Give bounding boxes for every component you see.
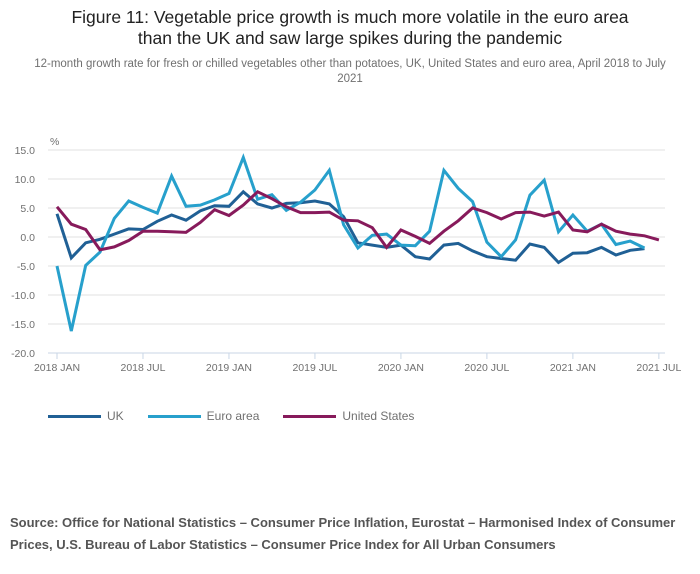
x-tick-label: 2018 JUL (121, 362, 166, 374)
y-tick-label: 5.0 (20, 203, 35, 215)
x-tick-label: 2021 JAN (550, 362, 596, 374)
y-axis-unit-label: % (50, 136, 59, 148)
series-line-united-states (55, 190, 660, 252)
legend-label-euro-area: Euro area (206, 409, 260, 423)
x-tick-label: 2021 JUL (636, 362, 681, 374)
x-tick-label: 2019 JAN (206, 362, 252, 374)
line-chart: 15.0 10.0 5.0 0.0 -5.0 -10.0 -15.0 -20.0 % 2018… (11, 136, 681, 374)
chart-title-line-1: Figure 11: Vegetable price growth is muc… (71, 7, 629, 27)
gridlines (48, 149, 665, 325)
chart-title-line-2: than the UK and saw large spikes during … (137, 28, 563, 48)
legend-swatch-united-states (283, 414, 337, 418)
series-lines (55, 153, 660, 332)
y-tick-label: -5.0 (17, 261, 35, 273)
y-axis: 15.0 10.0 5.0 0.0 -5.0 -10.0 -15.0 -20.0 (11, 145, 35, 360)
legend-swatch-uk (48, 414, 101, 418)
y-tick-label: -10.0 (11, 290, 35, 302)
legend-item-united-states[interactable]: United States (283, 409, 414, 423)
legend-item-euro-area[interactable]: Euro area (147, 409, 260, 423)
x-tick-label: 2019 JUL (292, 362, 337, 374)
series-line-uk (55, 189, 645, 265)
y-tick-label: -20.0 (11, 348, 35, 360)
legend-label-uk: UK (107, 409, 124, 423)
legend-label-united-states: United States (342, 409, 415, 423)
series-line-euro-area (55, 153, 646, 332)
x-tick-label: 2020 JAN (378, 362, 424, 374)
x-axis: 2018 JAN 2018 JUL 2019 JAN 2019 JUL 2020 JAN… (34, 352, 681, 374)
source-note: Source: Office for National Statistics –… (10, 515, 676, 552)
legend-item-uk[interactable]: UK (48, 409, 124, 423)
x-tick-label: 2018 JAN (34, 362, 80, 374)
x-tick-label: 2020 JUL (464, 362, 509, 374)
legend-swatch-euro-area (147, 414, 201, 418)
y-tick-label: 0.0 (20, 232, 35, 244)
y-tick-label: 15.0 (15, 145, 36, 157)
legend: UK Euro area United States (48, 409, 438, 423)
y-tick-label: -15.0 (11, 319, 35, 331)
chart-subtitle: 12-month growth rate for fresh or chille… (34, 58, 666, 85)
chart-title: Figure 11: Vegetable price growth is muc… (0, 7, 700, 49)
y-tick-label: 10.0 (15, 174, 36, 186)
